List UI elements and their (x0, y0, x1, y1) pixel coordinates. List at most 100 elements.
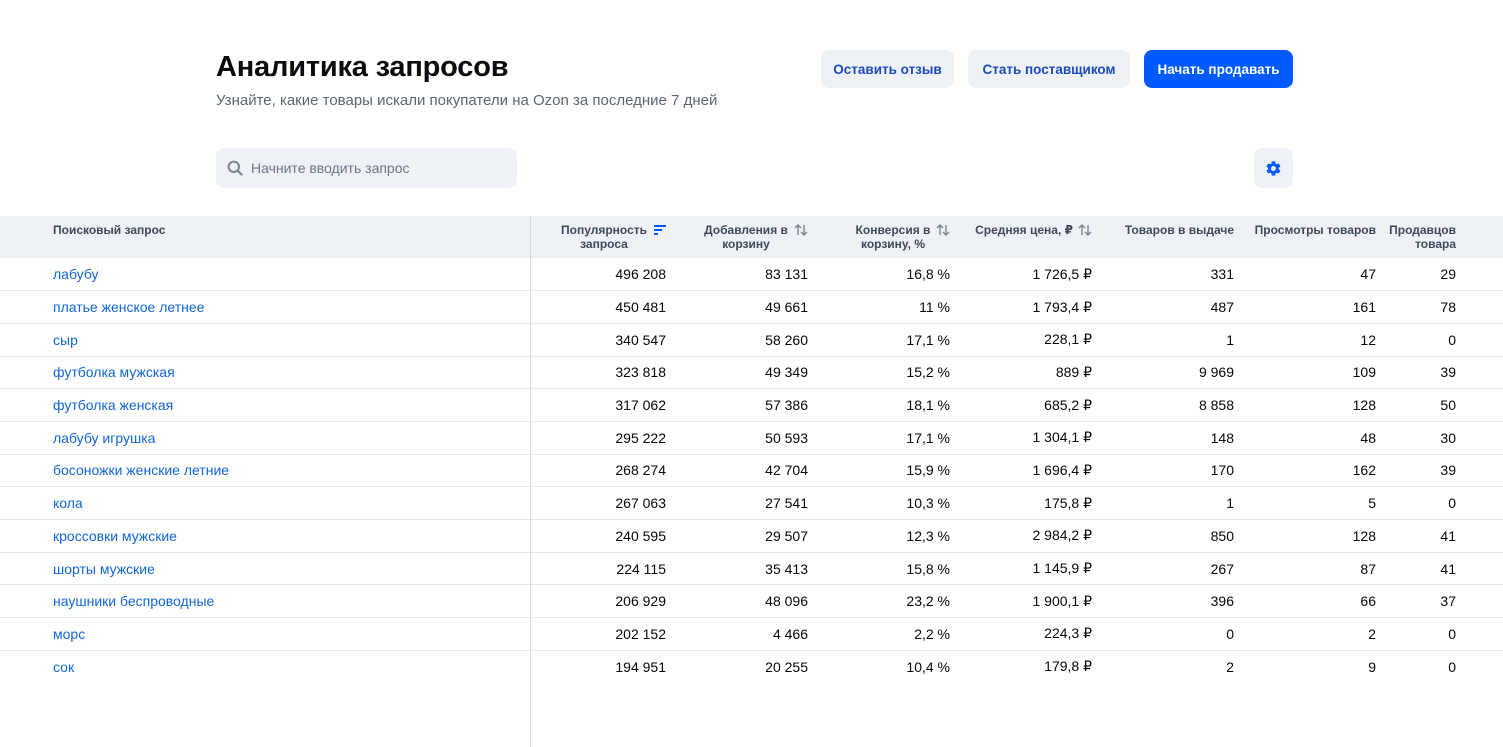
sellers-cell: 37 (1440, 593, 1456, 610)
cart-adds-cell: 57 386 (765, 397, 808, 414)
search-icon (227, 160, 243, 176)
header-avg-price[interactable]: Средняя цена, ₽ (950, 216, 1092, 258)
leave-feedback-button[interactable]: Оставить отзыв (821, 50, 954, 88)
query-link[interactable]: лабубу (53, 266, 99, 283)
table-row: лабубу игрушка 295 222 50 593 17,1 % 1 304,1… (0, 421, 1503, 455)
cart-adds-cell: 49 349 (765, 364, 808, 381)
query-link[interactable]: сыр (53, 331, 78, 348)
start-selling-button[interactable]: Начать продавать (1144, 50, 1293, 88)
sellers-cell: 0 (1448, 331, 1456, 348)
product-views-cell: 109 (1352, 364, 1376, 381)
cart-adds-cell: 29 507 (765, 527, 808, 544)
cart-adds-cell: 83 131 (765, 266, 808, 283)
popularity-cell: 295 222 (615, 429, 666, 446)
query-link[interactable]: сок (53, 658, 75, 675)
cart-adds-cell: 42 704 (765, 462, 808, 479)
popularity-cell: 240 595 (615, 527, 666, 544)
query-link[interactable]: футболка женская (53, 397, 174, 414)
popularity-cell: 323 818 (615, 364, 666, 381)
cart-adds-cell: 50 593 (765, 429, 808, 446)
items-in-results-cell: 9 969 (1198, 364, 1234, 381)
header-cart-conversion[interactable]: Конверсия в корзину, % (808, 216, 950, 258)
popularity-cell: 224 115 (616, 560, 666, 577)
query-link[interactable]: морс (53, 625, 86, 642)
table-row: сыр 340 547 58 260 17,1 % 228,1 ₽ 1 12 0 (0, 323, 1503, 357)
query-cell: лабубу (0, 258, 530, 291)
header-popularity[interactable]: Популярность запроса (530, 216, 666, 258)
table-row: платье женское летнее 450 481 49 661 11 % 1 … (0, 291, 1503, 324)
gear-icon (1266, 160, 1281, 176)
conversion-cell: 10,3 % (906, 495, 950, 512)
product-views-cell: 12 (1360, 331, 1376, 348)
sellers-cell: 0 (1448, 658, 1456, 675)
table-row: футболка мужская 323 818 49 349 15,2 % 889 ₽… (0, 356, 1503, 389)
product-views-cell: 87 (1360, 560, 1376, 577)
query-link[interactable]: лабубу игрушка (53, 429, 156, 446)
cart-adds-cell: 27 541 (765, 495, 808, 512)
query-link[interactable]: босоножки женские летние (53, 462, 230, 479)
sellers-cell: 41 (1440, 560, 1456, 577)
items-in-results-cell: 8 858 (1198, 397, 1234, 414)
table-row: наушники беспроводные 206 929 48 096 23,2 %… (0, 585, 1503, 618)
query-link[interactable]: платье женское летнее (53, 299, 205, 316)
table-header-row: Поисковый запрос Популярность запроса (0, 216, 1503, 258)
query-link[interactable]: футболка мужская (53, 364, 175, 381)
settings-button[interactable] (1254, 148, 1293, 188)
product-views-cell: 48 (1360, 429, 1376, 446)
items-in-results-cell: 170 (1210, 462, 1234, 479)
sellers-cell: 50 (1440, 397, 1456, 414)
conversion-cell: 23,2 % (906, 593, 950, 610)
query-cell: лабубу игрушка (0, 421, 530, 454)
conversion-cell: 17,1 % (906, 429, 950, 446)
query-cell: наушники беспроводные (0, 585, 530, 618)
conversion-cell: 17,1 % (906, 331, 950, 348)
query-link[interactable]: наушники беспроводные (53, 593, 215, 610)
popularity-cell: 267 063 (615, 495, 666, 512)
sellers-cell: 78 (1440, 299, 1456, 316)
product-views-cell: 128 (1352, 527, 1376, 544)
product-views-cell: 162 (1352, 462, 1376, 479)
avg-price-cell: 1 900,1 ₽ (1032, 592, 1092, 609)
query-link[interactable]: кроссовки мужские (53, 527, 177, 544)
popularity-cell: 450 481 (615, 299, 666, 316)
popularity-cell: 206 929 (615, 593, 666, 610)
table-row: сок 194 951 20 255 10,4 % 179,8 ₽ 2 9 0 (0, 650, 1503, 683)
analytics-table-container: Поисковый запрос Популярность запроса (0, 216, 1503, 747)
product-views-cell: 2 (1368, 625, 1376, 642)
product-views-cell: 128 (1352, 397, 1376, 414)
product-views-cell: 47 (1360, 266, 1376, 283)
table-row: шорты мужские 224 115 35 413 15,8 % 1 145,9 … (0, 552, 1503, 585)
product-views-cell: 66 (1360, 593, 1376, 610)
avg-price-cell: 175,8 ₽ (1044, 494, 1092, 511)
popularity-cell: 340 547 (615, 331, 666, 348)
query-cell: морс (0, 618, 530, 651)
popularity-cell: 202 152 (615, 625, 666, 642)
search-input[interactable] (249, 159, 503, 177)
avg-price-cell: 2 984,2 ₽ (1032, 527, 1092, 544)
query-link[interactable]: шорты мужские (53, 560, 155, 577)
query-cell: футболка женская (0, 389, 530, 422)
header-sellers: Продавцов товара (1389, 223, 1456, 251)
header-items-in-results: Товаров в выдаче (1124, 223, 1234, 237)
items-in-results-cell: 331 (1210, 266, 1234, 283)
analytics-table: Поисковый запрос Популярность запроса (0, 216, 1503, 683)
query-cell: кроссовки мужские (0, 520, 530, 553)
popularity-cell: 317 062 (615, 397, 666, 414)
cart-adds-cell: 48 096 (765, 593, 808, 610)
query-cell: футболка мужская (0, 356, 530, 389)
cart-adds-cell: 4 466 (772, 625, 808, 642)
sellers-cell: 39 (1440, 462, 1456, 479)
items-in-results-cell: 148 (1210, 429, 1234, 446)
avg-price-cell: 179,8 ₽ (1044, 658, 1092, 675)
items-in-results-cell: 396 (1210, 593, 1234, 610)
avg-price-cell: 685,2 ₽ (1044, 396, 1092, 413)
items-in-results-cell: 487 (1210, 299, 1234, 316)
popularity-cell: 496 208 (615, 266, 666, 283)
become-supplier-button[interactable]: Стать поставщиком (968, 50, 1130, 88)
header-cart-adds[interactable]: Добавления в корзину (666, 216, 808, 258)
sellers-cell: 0 (1448, 625, 1456, 642)
query-cell: шорты мужские (0, 552, 530, 585)
page-title: Аналитика запросов (216, 51, 509, 83)
query-link[interactable]: кола (53, 495, 83, 512)
search-box[interactable] (216, 148, 517, 188)
